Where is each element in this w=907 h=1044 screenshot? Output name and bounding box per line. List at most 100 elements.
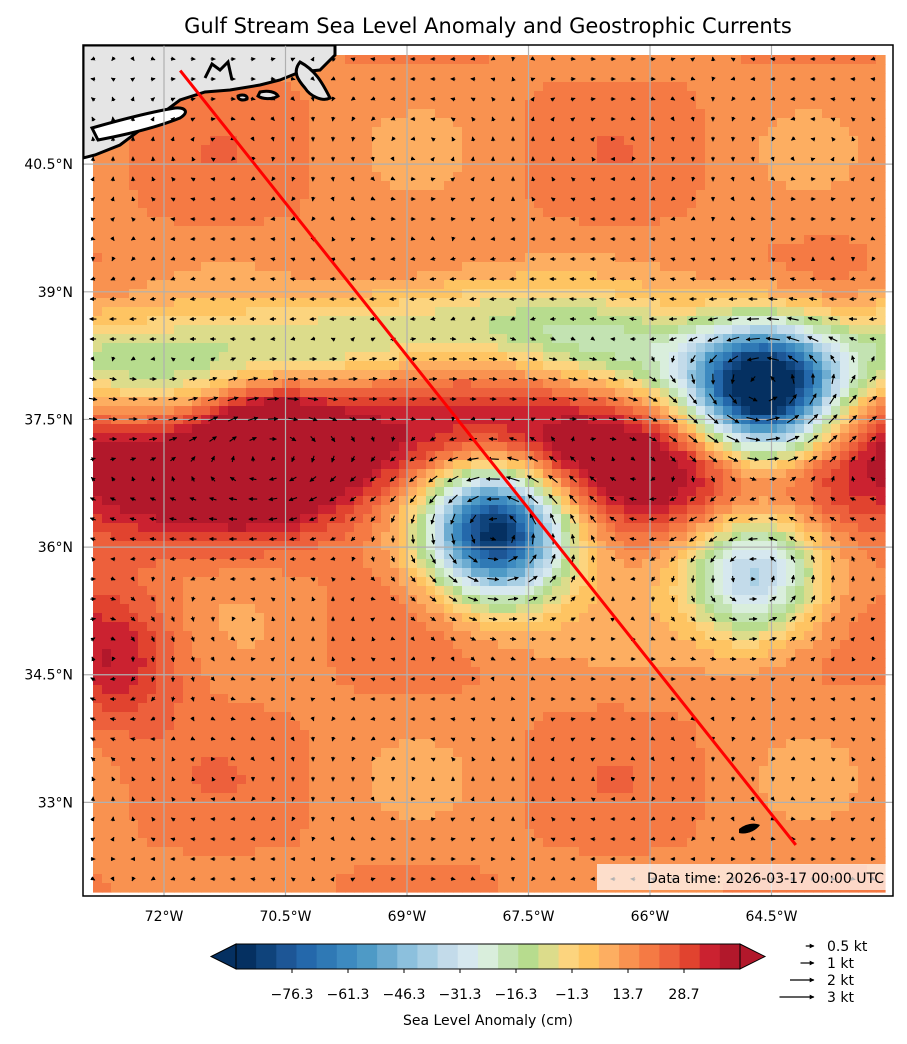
sla-cell — [291, 199, 301, 209]
sla-cell — [345, 307, 355, 317]
sla-cell — [849, 145, 859, 155]
sla-cell — [687, 298, 697, 308]
sla-cell — [462, 451, 472, 461]
sla-cell — [570, 118, 580, 128]
sla-cell — [309, 154, 319, 164]
sla-cell — [570, 172, 580, 182]
sla-cell — [777, 325, 787, 335]
sla-cell — [750, 217, 760, 227]
sla-cell — [444, 388, 454, 398]
sla-cell — [363, 442, 373, 452]
sla-cell — [606, 343, 616, 353]
sla-cell — [867, 532, 877, 542]
sla-cell — [867, 460, 877, 470]
sla-cell — [273, 100, 283, 110]
sla-cell — [597, 460, 607, 470]
sla-cell — [516, 424, 526, 434]
sla-cell — [813, 145, 823, 155]
sla-cell — [732, 316, 742, 326]
sla-cell — [579, 334, 589, 344]
sla-cell — [498, 325, 508, 335]
sla-cell — [309, 127, 319, 137]
sla-cell — [768, 181, 778, 191]
sla-cell — [876, 442, 886, 452]
sla-cell — [300, 343, 310, 353]
sla-cell — [732, 64, 742, 74]
sla-cell — [534, 64, 544, 74]
sla-cell — [399, 172, 409, 182]
sla-cell — [237, 370, 247, 380]
sla-cell — [723, 460, 733, 470]
sla-cell — [732, 55, 742, 65]
sla-cell — [201, 298, 211, 308]
sla-cell — [246, 469, 256, 479]
sla-cell — [399, 109, 409, 119]
sla-cell — [264, 100, 274, 110]
sla-cell — [723, 181, 733, 191]
sla-cell — [111, 514, 121, 524]
sla-cell — [822, 469, 832, 479]
sla-cell — [219, 388, 229, 398]
sla-cell — [597, 307, 607, 317]
sla-cell — [246, 406, 256, 416]
sla-cell — [840, 424, 850, 434]
sla-cell — [633, 361, 643, 371]
sla-cell — [327, 541, 337, 551]
sla-cell — [588, 208, 598, 218]
sla-cell — [147, 433, 157, 443]
sla-cell — [822, 181, 832, 191]
sla-cell — [813, 496, 823, 506]
sla-cell — [183, 388, 193, 398]
sla-cell — [408, 82, 418, 92]
sla-cell — [111, 397, 121, 407]
sla-cell — [381, 145, 391, 155]
sla-cell — [534, 262, 544, 272]
sla-cell — [246, 226, 256, 236]
sla-cell — [597, 136, 607, 146]
sla-cell — [624, 199, 634, 209]
sla-cell — [183, 181, 193, 191]
sla-cell — [651, 541, 661, 551]
sla-cell — [336, 469, 346, 479]
sla-cell — [552, 379, 562, 389]
sla-cell — [381, 253, 391, 263]
sla-cell — [534, 532, 544, 542]
sla-cell — [129, 343, 139, 353]
sla-cell — [471, 226, 481, 236]
sla-cell — [282, 424, 292, 434]
sla-cell — [597, 379, 607, 389]
sla-cell — [417, 118, 427, 128]
sla-cell — [192, 217, 202, 227]
sla-cell — [453, 109, 463, 119]
sla-cell — [237, 361, 247, 371]
sla-cell — [606, 451, 616, 461]
sla-cell — [183, 253, 193, 263]
sla-cell — [669, 361, 679, 371]
sla-cell — [318, 442, 328, 452]
sla-cell — [525, 199, 535, 209]
sla-cell — [111, 280, 121, 290]
sla-cell — [714, 280, 724, 290]
sla-cell — [588, 451, 598, 461]
sla-cell — [219, 487, 229, 497]
sla-cell — [183, 379, 193, 389]
sla-cell — [282, 334, 292, 344]
sla-cell — [255, 217, 265, 227]
sla-cell — [291, 262, 301, 272]
sla-cell — [597, 208, 607, 218]
sla-cell — [732, 271, 742, 281]
sla-cell — [435, 496, 445, 506]
sla-cell — [174, 388, 184, 398]
sla-cell — [579, 289, 589, 299]
sla-cell — [93, 424, 103, 434]
sla-cell — [741, 100, 751, 110]
sla-cell — [363, 127, 373, 137]
sla-cell — [696, 154, 706, 164]
sla-cell — [120, 478, 130, 488]
sla-cell — [309, 136, 319, 146]
sla-cell — [363, 244, 373, 254]
sla-cell — [381, 361, 391, 371]
sla-cell — [642, 100, 652, 110]
sla-cell — [120, 424, 130, 434]
sla-cell — [867, 199, 877, 209]
